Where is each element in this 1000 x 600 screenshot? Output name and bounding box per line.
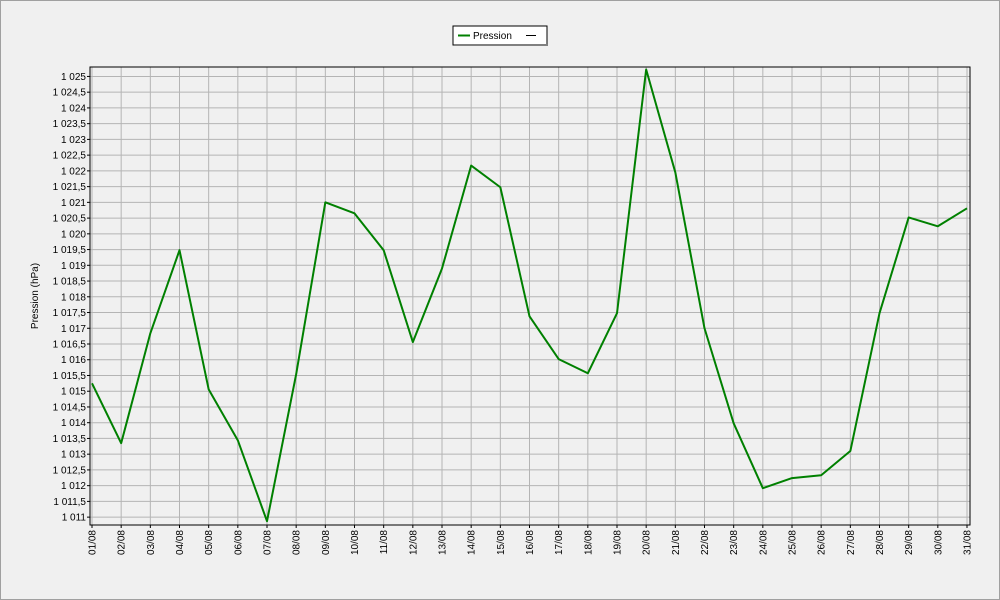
y-tick-label: 1 024 (61, 103, 86, 114)
x-tick-label: 25/08 (788, 530, 799, 555)
y-tick-label: 1 018 (61, 292, 86, 303)
x-tick-label: 24/08 (758, 530, 769, 555)
y-tick-label: 1 022 (61, 166, 86, 177)
y-tick-label: 1 023,5 (53, 119, 87, 130)
x-tick-label: 31/08 (963, 530, 974, 555)
x-tick-label: 02/08 (117, 530, 128, 555)
x-tick-label: 27/08 (846, 530, 857, 555)
y-tick-label: 1 016 (61, 355, 86, 366)
y-tick-label: 1 021,5 (53, 182, 87, 193)
y-tick-label: 1 015,5 (53, 371, 87, 382)
y-tick-label: 1 012 (61, 481, 86, 492)
x-tick-label: 26/08 (817, 530, 828, 555)
x-tick-label: 04/08 (175, 530, 186, 555)
x-tick-label: 29/08 (904, 530, 915, 555)
x-tick-label: 21/08 (671, 530, 682, 555)
y-tick-label: 1 014,5 (53, 402, 87, 413)
x-tick-label: 09/08 (321, 530, 332, 555)
y-tick-label: 1 015 (61, 387, 86, 398)
x-tick-label: 17/08 (554, 530, 565, 555)
y-tick-label: 1 025 (61, 72, 86, 83)
y-axis-title: Pression (hPa) (30, 263, 41, 329)
y-tick-label: 1 013 (61, 450, 86, 461)
y-tick-label: 1 012,5 (53, 465, 87, 476)
x-tick-label: 18/08 (583, 530, 594, 555)
x-tick-label: 12/08 (408, 530, 419, 555)
x-tick-label: 28/08 (875, 530, 886, 555)
series-line (91, 68, 968, 523)
y-tick-label: 1 016,5 (53, 340, 87, 351)
y-tick-label: 1 023 (61, 135, 86, 146)
x-tick-label: 14/08 (467, 530, 478, 555)
y-tick-label: 1 019,5 (53, 245, 87, 256)
x-tick-label: 13/08 (438, 530, 449, 555)
x-tick-label: 19/08 (613, 530, 624, 555)
y-tick-label: 1 017,5 (53, 308, 87, 319)
y-tick-label: 1 019 (61, 261, 86, 272)
x-tick-label: 15/08 (496, 530, 507, 555)
y-tick-label: 1 021 (61, 198, 86, 209)
y-tick-label: 1 018,5 (53, 277, 87, 288)
x-tick-label: 05/08 (204, 530, 215, 555)
x-tick-label: 01/08 (88, 530, 99, 555)
x-tick-label: 30/08 (933, 530, 944, 555)
legend-label: Pression (473, 31, 512, 42)
legend-shadow (454, 44, 548, 46)
y-tick-label: 1 011 (62, 513, 87, 524)
y-tick-label: 1 020,5 (53, 214, 87, 225)
y-tick-label: 1 011,5 (53, 497, 86, 508)
x-tick-label: 23/08 (729, 530, 740, 555)
legend: Pression (452, 25, 548, 46)
y-tick-label: 1 017 (61, 324, 86, 335)
x-tick-label: 11/08 (379, 530, 390, 555)
y-tick-label: 1 024,5 (53, 88, 87, 99)
y-tick-label: 1 014 (61, 418, 86, 429)
x-tick-label: 03/08 (146, 530, 157, 555)
x-tick-label: 20/08 (642, 530, 653, 555)
x-tick-label: 22/08 (700, 530, 711, 555)
y-tick-label: 1 013,5 (53, 434, 87, 445)
x-tick-label: 10/08 (350, 530, 361, 555)
y-tick-label: 1 020 (61, 229, 86, 240)
x-tick-label: 07/08 (263, 530, 274, 555)
x-tick-label: 16/08 (525, 530, 536, 555)
y-tick-label: 1 022,5 (53, 151, 87, 162)
x-tick-label: 06/08 (233, 530, 244, 555)
x-tick-label: 08/08 (292, 530, 303, 555)
